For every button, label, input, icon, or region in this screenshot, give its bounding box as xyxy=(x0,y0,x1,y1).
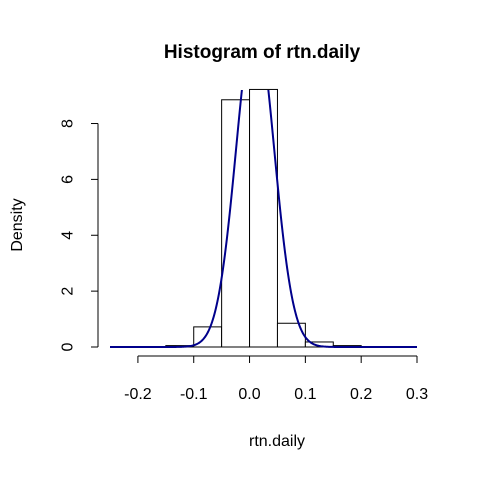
x-tick-label: 0.3 xyxy=(406,386,428,403)
y-tick-label: 6 xyxy=(60,175,77,184)
histogram-bar xyxy=(221,99,251,348)
density-curve-layer xyxy=(110,90,417,348)
y-tick-label: 0 xyxy=(60,342,77,351)
x-axis: -0.2 -0.1 0.0 0.1 0.2 0.3 xyxy=(124,355,428,403)
x-tick-label: 0.1 xyxy=(294,386,316,403)
x-tick-label: 0.0 xyxy=(238,386,260,403)
y-axis: 0 2 4 6 8 xyxy=(60,119,99,351)
y-axis-label: Density xyxy=(9,198,26,251)
y-tick-label: 4 xyxy=(60,231,77,240)
bars-layer xyxy=(165,88,362,348)
x-axis-label: rtn.daily xyxy=(249,433,305,450)
chart-title: Histogram of rtn.daily xyxy=(164,42,361,63)
x-tick-label: 0.2 xyxy=(350,386,372,403)
y-tick-label: 2 xyxy=(60,287,77,296)
histogram-bar xyxy=(304,341,334,348)
x-tick-label: -0.1 xyxy=(180,386,208,403)
histogram-bar xyxy=(276,322,306,348)
histogram-bar xyxy=(249,88,278,348)
y-tick-label: 8 xyxy=(60,119,77,128)
density-curve xyxy=(110,90,417,348)
x-tick-label: -0.2 xyxy=(124,386,152,403)
